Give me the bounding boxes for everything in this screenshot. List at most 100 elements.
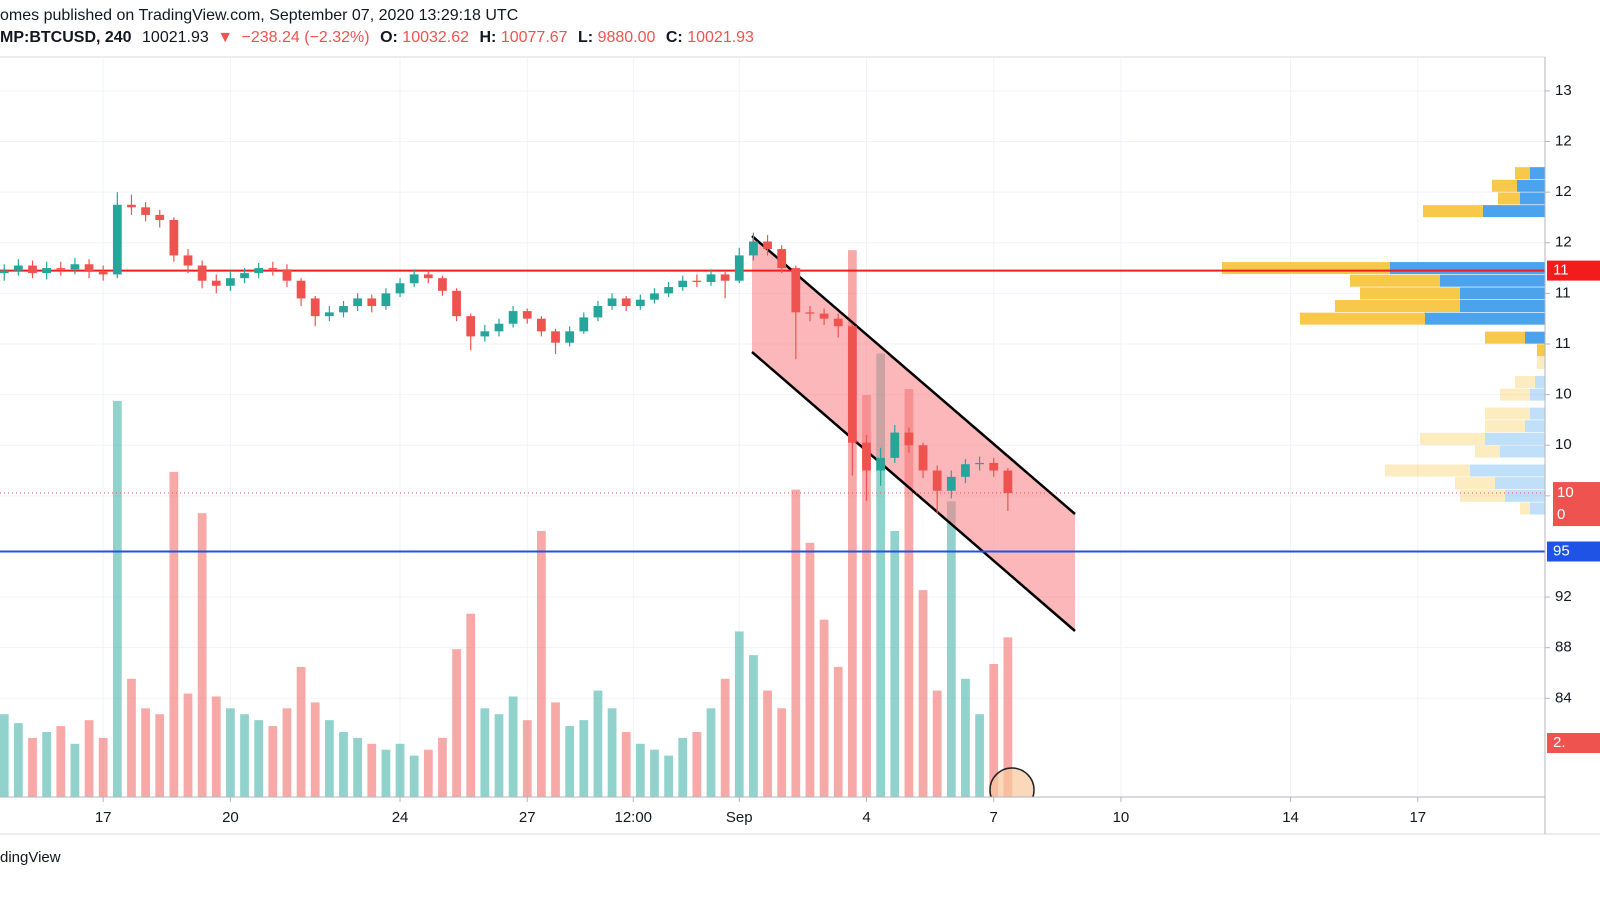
candle-body bbox=[918, 445, 928, 471]
profile-up bbox=[1530, 502, 1545, 515]
last-price-tag bbox=[1553, 482, 1600, 527]
candle-body bbox=[551, 331, 560, 343]
x-tick-label: 17 bbox=[1409, 809, 1426, 826]
profile-up bbox=[1390, 262, 1545, 275]
volume-bar bbox=[381, 749, 391, 797]
candle-body bbox=[508, 311, 518, 324]
volume-bar bbox=[127, 678, 136, 797]
volume-bar bbox=[84, 720, 94, 797]
candle-body bbox=[70, 264, 80, 270]
volume-bar bbox=[211, 696, 221, 797]
profile-down bbox=[1485, 420, 1525, 433]
candle-body bbox=[664, 287, 673, 294]
volume-bar bbox=[282, 708, 292, 797]
candle-body bbox=[692, 280, 702, 282]
volume-bar bbox=[310, 702, 320, 797]
candle-body bbox=[777, 249, 787, 269]
profile-up bbox=[1530, 167, 1545, 180]
profile-down bbox=[1360, 287, 1460, 300]
volume-bar bbox=[975, 714, 984, 797]
y-tick-label: 10 bbox=[1555, 386, 1572, 403]
c-value: 10021.93 bbox=[687, 29, 754, 46]
volume-bar bbox=[734, 631, 744, 797]
level-tag bbox=[1547, 541, 1600, 562]
x-tick-label: 14 bbox=[1282, 809, 1299, 826]
volume-bar bbox=[579, 720, 589, 797]
profile-down bbox=[1475, 445, 1500, 458]
y-tick-label: 11 bbox=[1555, 284, 1571, 301]
volume-bar bbox=[791, 489, 801, 797]
countdown-label: 0 bbox=[1557, 506, 1565, 523]
x-tick-label: 20 bbox=[222, 809, 239, 826]
volume-bar bbox=[70, 743, 80, 797]
candle-body bbox=[367, 298, 377, 307]
candle-body bbox=[226, 278, 235, 286]
candle-body bbox=[946, 476, 956, 491]
candle-body bbox=[961, 464, 970, 477]
candle-body bbox=[127, 204, 136, 208]
profile-down bbox=[1492, 179, 1517, 192]
level-label: 11 bbox=[1553, 262, 1569, 279]
channel-top bbox=[751, 235, 1076, 515]
profile-up bbox=[1425, 312, 1545, 325]
volume-bar bbox=[28, 737, 37, 797]
candle-body bbox=[395, 283, 405, 294]
y-tick-label: 12 bbox=[1555, 234, 1572, 251]
volume-bar bbox=[240, 714, 249, 797]
candle-body bbox=[932, 470, 942, 491]
candle-body bbox=[734, 255, 744, 281]
candle-body bbox=[904, 432, 914, 446]
volume-bar bbox=[339, 731, 348, 797]
profile-up bbox=[1525, 331, 1545, 344]
candle-body bbox=[593, 306, 603, 318]
x-tick-label: 17 bbox=[95, 809, 112, 826]
candle-body bbox=[805, 312, 815, 314]
volume-bar bbox=[593, 690, 603, 797]
volume-bar bbox=[932, 690, 942, 797]
candle-body bbox=[240, 273, 249, 279]
profile-up bbox=[1495, 477, 1545, 490]
profile-down bbox=[1335, 300, 1460, 313]
volume-bar bbox=[805, 542, 815, 797]
volume-bar bbox=[720, 678, 730, 797]
volume-bar bbox=[155, 714, 165, 797]
volume-bar bbox=[466, 613, 476, 797]
volume-bar bbox=[395, 743, 405, 797]
y-tick-label: 12 bbox=[1555, 132, 1572, 149]
volume-bar bbox=[819, 619, 829, 797]
candle-body bbox=[819, 313, 829, 319]
candle-body bbox=[1003, 470, 1013, 494]
last: 10021.93 bbox=[142, 29, 209, 46]
candle-body bbox=[537, 318, 546, 332]
y-tick-label: 13 bbox=[1555, 82, 1572, 99]
profile-up bbox=[1517, 179, 1545, 192]
volume-bar bbox=[452, 649, 461, 797]
profile-down bbox=[1485, 331, 1525, 344]
candle-body bbox=[862, 442, 871, 471]
volume-label: 2. bbox=[1553, 734, 1566, 751]
volume-bar bbox=[183, 693, 193, 797]
volume-bar bbox=[777, 708, 787, 797]
volume-bar bbox=[833, 666, 843, 797]
volume-bar bbox=[112, 400, 122, 797]
y-tick-label: 11 bbox=[1555, 335, 1571, 352]
candle-body bbox=[254, 268, 264, 274]
x-tick-label: Sep bbox=[726, 809, 753, 826]
candle-body bbox=[494, 323, 504, 332]
profile-down bbox=[1515, 167, 1530, 180]
profile-down bbox=[1385, 464, 1470, 477]
y-tick-label: 92 bbox=[1555, 588, 1572, 605]
candle-body bbox=[975, 462, 984, 465]
change: −238.24 (−2.32%) bbox=[242, 29, 370, 46]
c-label: C: bbox=[666, 29, 683, 46]
candle-body bbox=[0, 270, 9, 274]
candle-body bbox=[452, 290, 461, 317]
volume-bar bbox=[876, 353, 886, 797]
axes: 13 12 12 12 11 11 10 10 10 92 88 84 17 20 24 27 12:00 Sep… bbox=[95, 82, 1600, 826]
volume-bar bbox=[197, 513, 207, 797]
volume-bar bbox=[862, 394, 871, 797]
profile-down bbox=[1350, 274, 1440, 287]
volume-bar bbox=[13, 723, 23, 797]
volume-bar bbox=[890, 530, 900, 797]
volume-bar bbox=[904, 389, 914, 797]
